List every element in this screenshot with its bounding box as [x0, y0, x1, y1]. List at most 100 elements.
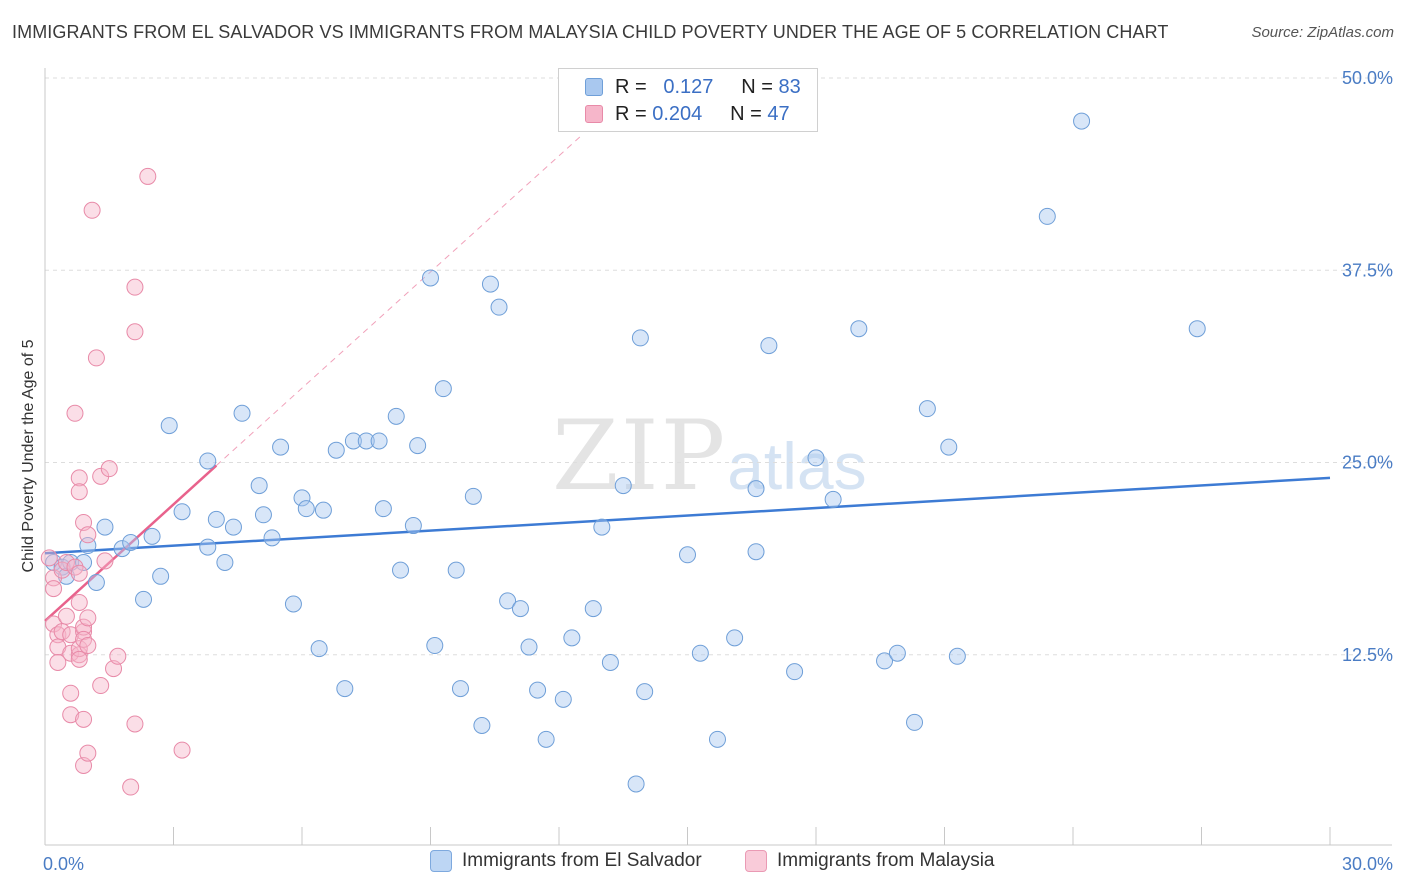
- point-el-salvador: [473, 716, 491, 734]
- point-malaysia: [96, 552, 114, 570]
- point-el-salvador: [1038, 207, 1056, 225]
- point-malaysia: [57, 553, 75, 571]
- legend-n-value: 83: [778, 75, 801, 98]
- point-malaysia: [139, 167, 157, 185]
- point-el-salvador: [199, 538, 217, 556]
- point-el-salvador: [747, 543, 765, 561]
- point-malaysia: [62, 706, 80, 724]
- point-el-salvador: [584, 600, 602, 618]
- trend-lines: [44, 136, 1331, 622]
- point-malaysia: [83, 201, 101, 219]
- point-el-salvador: [537, 730, 555, 748]
- point-el-salvador: [392, 561, 410, 579]
- point-el-salvador: [451, 680, 469, 698]
- point-el-salvador: [1073, 112, 1091, 130]
- legend-row-malaysia: R = 0.204 N = 47: [585, 101, 790, 127]
- point-malaysia: [45, 580, 63, 598]
- point-el-salvador: [464, 487, 482, 505]
- point-el-salvador: [143, 527, 161, 545]
- point-el-salvador: [679, 546, 696, 564]
- point-el-salvador: [627, 775, 645, 793]
- point-malaysia: [57, 607, 75, 625]
- y-axis-label: Child Poverty Under the Age of 5: [20, 339, 37, 572]
- point-el-salvador: [173, 503, 191, 521]
- legend-swatch-pink: [745, 850, 767, 872]
- point-el-salvador: [481, 275, 499, 293]
- y-tick-label: 12.5%: [1342, 645, 1393, 665]
- point-el-salvador: [850, 320, 868, 338]
- point-el-salvador: [75, 553, 93, 571]
- grid-lines: [45, 77, 1392, 656]
- point-el-salvador: [113, 540, 131, 558]
- series-legend: Immigrants from El Salvador Immigrants f…: [0, 850, 1406, 878]
- point-el-salvador: [563, 629, 581, 647]
- point-malaysia: [100, 460, 118, 478]
- point-el-salvador: [310, 640, 328, 658]
- point-el-salvador: [404, 517, 422, 535]
- point-el-salvador: [614, 477, 632, 495]
- point-el-salvador: [207, 510, 225, 528]
- point-el-salvador: [906, 713, 924, 731]
- data-points: [40, 112, 1206, 796]
- point-malaysia: [126, 278, 144, 296]
- point-el-salvador: [160, 417, 178, 435]
- point-malaysia: [79, 526, 97, 544]
- legend-n-label: N =: [730, 102, 762, 125]
- point-el-salvador: [284, 595, 302, 613]
- point-el-salvador: [263, 529, 281, 547]
- watermark: ZIPatlas: [552, 400, 867, 512]
- legend-n-value: 47: [767, 102, 790, 125]
- point-el-salvador: [601, 653, 619, 671]
- point-el-salvador: [636, 683, 654, 701]
- point-el-salvador: [520, 638, 538, 656]
- point-el-salvador: [499, 592, 517, 610]
- legend-item-malaysia: Immigrants from Malaysia: [745, 850, 995, 872]
- correlation-legend: R = 0.127 N = 83 R = 0.204 N = 47: [558, 68, 818, 132]
- point-malaysia: [75, 710, 93, 728]
- point-malaysia: [126, 323, 144, 341]
- point-el-salvador: [726, 629, 744, 647]
- x-tick-label: 0.0%: [43, 854, 84, 874]
- point-malaysia: [70, 650, 88, 668]
- point-el-salvador: [876, 652, 894, 670]
- point-el-salvador: [691, 644, 709, 662]
- point-el-salvador: [254, 506, 272, 524]
- point-el-salvador: [96, 518, 114, 536]
- trend-line-malaysia: [215, 136, 581, 466]
- point-malaysia: [62, 684, 80, 702]
- point-el-salvador: [387, 407, 405, 425]
- point-el-salvador: [409, 437, 427, 455]
- point-malaysia: [62, 644, 80, 662]
- point-el-salvador: [152, 567, 170, 585]
- legend-r-label: R =: [615, 75, 647, 98]
- point-el-salvador: [511, 600, 529, 618]
- point-el-salvador: [314, 501, 332, 519]
- point-el-salvador: [447, 561, 465, 579]
- point-el-salvador: [918, 400, 936, 418]
- point-el-salvador: [760, 337, 778, 355]
- point-el-salvador: [747, 480, 765, 498]
- point-malaysia: [79, 637, 97, 655]
- watermark-zip: ZIP: [552, 400, 728, 512]
- point-malaysia: [66, 404, 84, 422]
- point-el-salvador: [199, 452, 217, 470]
- axes: [44, 68, 1392, 846]
- x-tick-label: 30.0%: [1342, 854, 1393, 874]
- point-malaysia: [75, 630, 93, 648]
- point-el-salvador: [216, 553, 234, 571]
- point-malaysia: [92, 677, 110, 695]
- point-malaysia: [109, 647, 127, 665]
- point-el-salvador: [490, 298, 508, 316]
- legend-swatch-pink: [585, 105, 603, 123]
- point-el-salvador: [1188, 320, 1206, 338]
- point-el-salvador: [297, 500, 315, 518]
- point-el-salvador: [135, 590, 153, 608]
- point-malaysia: [122, 778, 140, 796]
- point-malaysia: [70, 564, 88, 582]
- point-el-salvador: [57, 567, 75, 585]
- point-malaysia: [126, 715, 144, 733]
- point-malaysia: [79, 609, 97, 627]
- point-malaysia: [53, 561, 71, 579]
- point-el-salvador: [122, 533, 140, 551]
- point-malaysia: [75, 618, 93, 636]
